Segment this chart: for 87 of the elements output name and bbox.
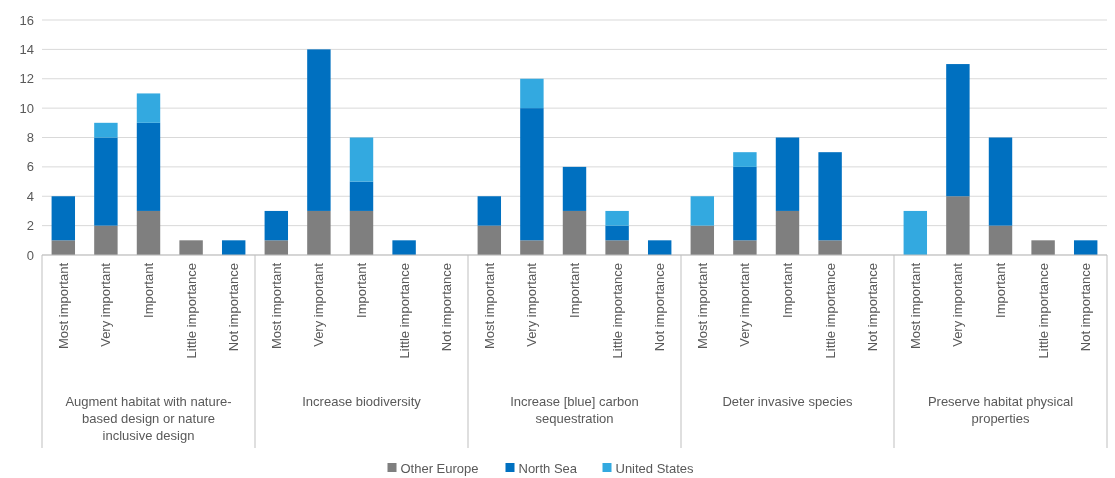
text: Increase biodiversity [302,394,422,409]
x-tick-label: Not importance [439,263,455,352]
bar [1073,240,1098,255]
x-tick-label: Most important [481,262,497,349]
bar [733,166,757,241]
bar [988,137,1013,226]
legend-label: North Sea [518,460,578,476]
x-tick-label: Little importance [822,263,838,359]
bar [136,93,161,123]
x-tick-label: Not importance [865,263,881,352]
bar [775,137,800,211]
bar [733,152,757,167]
bar [605,240,629,255]
bar [775,210,800,255]
bar [1031,240,1055,255]
y-tick-label: 6 [26,159,34,175]
bar [51,240,76,255]
x-tick-label: Very important [524,262,540,347]
x-tick-label: Most important [268,262,284,349]
bar [136,122,161,211]
bar [94,122,118,138]
bar [562,166,587,211]
text: Deter invasive species [722,394,854,409]
bar [349,181,374,211]
bar [903,210,928,255]
bar [690,196,715,226]
bar [946,64,970,197]
text: Preserve habitat physical properties [927,394,1074,426]
bar [94,137,118,226]
bar [264,210,289,241]
bar [818,152,842,241]
legend-label: United States [615,460,695,476]
x-tick-label: Little importance [609,263,625,359]
bar [307,49,331,211]
x-tick-label: Not importance [1078,263,1094,352]
x-tick-label: Little importance [396,263,412,359]
bar [605,225,629,241]
bar [349,210,374,255]
x-tick-label: Important [567,262,583,318]
bar [136,210,161,255]
x-tick-label: Not importance [652,263,668,352]
x-tick-label: Most important [55,262,71,349]
y-tick-label: 14 [19,41,34,57]
bar [477,225,502,255]
bar [733,240,757,255]
bar [605,210,629,226]
x-tick-label: Important [354,262,370,318]
y-tick-label: 4 [26,188,34,204]
y-tick-label: 10 [19,100,34,116]
x-tick-label: Little importance [183,263,199,359]
bar [264,240,289,255]
text: Increase [blue] carbon sequestration [510,394,639,426]
legend-label: Other Europe [400,460,479,476]
bar [520,78,544,109]
x-tick-label: Most important [907,262,923,349]
bar [349,137,374,182]
x-tick-label: Very important [950,262,966,347]
bar [477,196,502,226]
bar [562,210,587,255]
bar [690,225,715,255]
x-tick-label: Important [993,262,1009,318]
bar [988,225,1013,255]
x-tick-label: Important [141,262,157,318]
y-tick-label: 2 [26,218,34,234]
bar [392,240,416,255]
x-tick-label: Not importance [226,263,242,352]
bar [179,240,203,255]
x-tick-label: Very important [98,262,114,347]
bar [520,108,544,241]
y-tick-label: 8 [26,130,34,146]
x-tick-label: Important [780,262,796,318]
bar [818,240,842,255]
x-tick-label: Very important [737,262,753,347]
text: Augment habitat with nature-based design or nature inclusive design [65,394,232,443]
x-tick-label: Most important [694,262,710,349]
bar [520,240,544,255]
bar [51,196,76,241]
bar [307,210,331,255]
bar [94,225,118,255]
x-tick-label: Very important [311,262,327,347]
bar [946,196,970,255]
y-tick-label: 0 [26,247,34,263]
y-tick-label: 12 [19,71,34,87]
bar [647,240,672,255]
y-tick-label: 16 [19,12,34,28]
x-tick-label: Little importance [1035,263,1051,359]
bar [221,240,246,255]
